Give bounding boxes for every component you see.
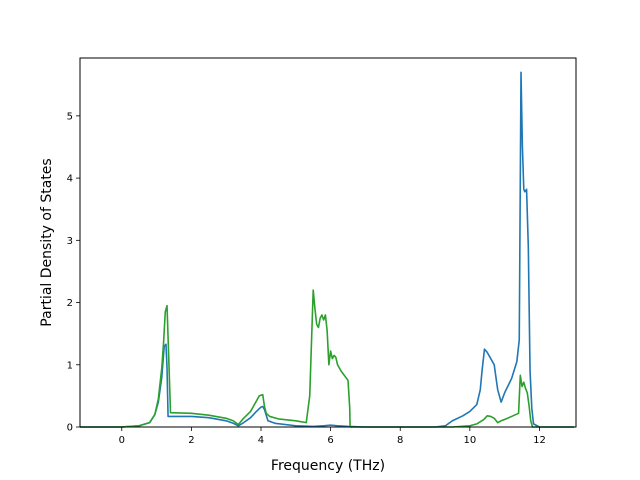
- y-tick-label: 0: [67, 423, 73, 434]
- x-tick-label: 12: [533, 435, 546, 446]
- plot-frame: [79, 57, 577, 428]
- x-tick-label: 2: [188, 435, 194, 446]
- series-2-line: [80, 289, 575, 428]
- x-tick-label: 10: [463, 435, 476, 446]
- y-tick-label: 5: [67, 111, 73, 122]
- y-tick-label: 2: [67, 298, 73, 309]
- x-tick-label: 4: [258, 435, 264, 446]
- y-axis-ticks: 0 1 2 3 4 5: [67, 111, 80, 434]
- x-axis-ticks: 0 2 4 6 8 10 12: [119, 427, 546, 446]
- y-tick-label: 3: [67, 236, 73, 247]
- x-axis-title: Frequency (THz): [271, 458, 385, 474]
- y-tick-label: 1: [67, 360, 73, 371]
- y-tick-label: 4: [67, 174, 73, 185]
- x-tick-label: 0: [119, 435, 125, 446]
- x-tick-label: 6: [327, 435, 333, 446]
- x-tick-label: 8: [397, 435, 403, 446]
- y-axis-title: Partial Density of States: [39, 158, 55, 326]
